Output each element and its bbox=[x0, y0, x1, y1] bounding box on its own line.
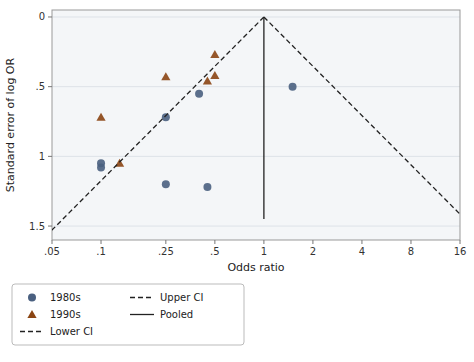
point bbox=[210, 71, 219, 79]
point bbox=[162, 180, 170, 188]
legend-box bbox=[12, 284, 244, 345]
marks bbox=[52, 17, 460, 240]
y-tick-label: 1.5 bbox=[29, 221, 45, 232]
y-tick bbox=[48, 86, 52, 87]
legend-label: Lower CI bbox=[50, 326, 93, 337]
legend-symbol bbox=[27, 310, 36, 318]
x-tick-label: 2 bbox=[310, 246, 316, 257]
line-dashed bbox=[52, 17, 264, 240]
legend-symbol bbox=[130, 314, 154, 315]
y-tick bbox=[48, 226, 52, 227]
legend: 1980s 1990s Lower CI Upper CI Pooled bbox=[12, 284, 244, 345]
y-tick bbox=[48, 16, 52, 17]
legend-label: 1980s bbox=[50, 292, 81, 303]
grid-line bbox=[52, 226, 460, 227]
y-tick-label: 1 bbox=[39, 151, 45, 162]
line-solid bbox=[263, 17, 264, 219]
point bbox=[97, 164, 105, 172]
x-tick bbox=[410, 240, 411, 244]
grid-line bbox=[52, 16, 460, 17]
grid-line bbox=[52, 86, 460, 87]
legend-symbol bbox=[20, 331, 44, 332]
x-tick bbox=[52, 240, 53, 244]
x-tick-label: .25 bbox=[158, 246, 174, 257]
x-tick bbox=[214, 240, 215, 244]
point bbox=[96, 113, 105, 121]
y-tick-label: .5 bbox=[35, 81, 45, 92]
point bbox=[162, 113, 170, 121]
x-tick bbox=[312, 240, 313, 244]
x-tick-label: .1 bbox=[96, 246, 106, 257]
grid bbox=[52, 17, 460, 226]
x-tick bbox=[460, 240, 461, 244]
point bbox=[195, 90, 203, 98]
y-tick-label: 0 bbox=[39, 11, 45, 22]
point bbox=[210, 50, 219, 58]
grid-line bbox=[52, 156, 460, 157]
y-tick bbox=[48, 156, 52, 157]
x-tick bbox=[361, 240, 362, 244]
point bbox=[161, 72, 170, 80]
x-tick-label: .05 bbox=[44, 246, 60, 257]
point bbox=[203, 76, 212, 84]
plot-background bbox=[52, 10, 460, 240]
line-dashed bbox=[264, 17, 460, 240]
x-tick-label: 8 bbox=[408, 246, 414, 257]
y-axis-label: Standard error of log OR bbox=[4, 57, 17, 192]
legend-symbol bbox=[130, 297, 154, 298]
plot-frame bbox=[52, 10, 460, 240]
chart: .05 .1 .25 .5 1 2 4 8 16 0 .5 1 1.5 Odds ratio Standar… bbox=[0, 0, 474, 362]
point bbox=[203, 183, 211, 191]
legend-symbol bbox=[28, 294, 36, 302]
x-tick-label: 1 bbox=[261, 246, 267, 257]
x-tick bbox=[263, 240, 264, 244]
x-tick bbox=[165, 240, 166, 244]
point bbox=[289, 83, 297, 91]
axes: .05 .1 .25 .5 1 2 4 8 16 0 .5 1 1.5 bbox=[29, 11, 466, 257]
legend-label: 1990s bbox=[50, 309, 81, 320]
x-axis-label: Odds ratio bbox=[227, 261, 284, 274]
legend-label: Pooled bbox=[160, 309, 193, 320]
x-tick-label: .5 bbox=[210, 246, 220, 257]
x-tick bbox=[101, 240, 102, 244]
x-tick-label: 16 bbox=[454, 246, 467, 257]
legend-label: Upper CI bbox=[160, 292, 203, 303]
x-tick-label: 4 bbox=[359, 246, 365, 257]
